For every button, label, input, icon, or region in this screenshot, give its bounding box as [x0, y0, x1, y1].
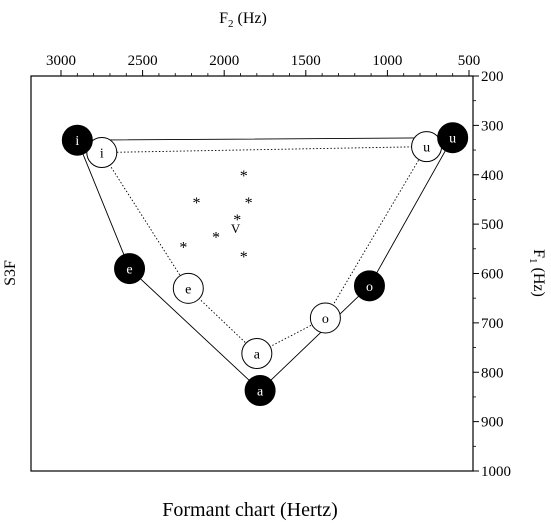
speaker-label: S3F: [2, 260, 19, 286]
open-vowel-marker: [172, 272, 204, 304]
filled-vowel-label: o: [366, 280, 373, 295]
asterisk-point: *: [245, 195, 253, 212]
x-axis-title: F2 (Hz): [219, 10, 267, 30]
x-tick-label: 3000: [46, 53, 76, 69]
filled-vowel-label: i: [75, 134, 79, 149]
filled-vowel-label: a: [257, 385, 264, 400]
plot-frame: [30, 75, 474, 472]
asterisk-point: *: [212, 229, 220, 246]
asterisk-point: *: [233, 212, 241, 229]
x-axis-ticks: 3000 2500 2000 1500 1000 500: [46, 53, 480, 76]
asterisk-point: *: [240, 249, 248, 266]
x-tick-label: 1000: [372, 53, 402, 69]
y-axis-title: F1 (Hz): [527, 249, 547, 297]
open-vowel-marker: [241, 337, 273, 369]
filled-vowel-marker: [353, 270, 385, 302]
y-tick-label: 1000: [481, 464, 511, 480]
filled-vowel-marker: [61, 124, 93, 156]
filled-vowel-marker: [244, 375, 276, 407]
x-tick-label: 2500: [128, 53, 158, 69]
open-vowel-marker: [86, 137, 118, 169]
y-tick-label: 200: [481, 69, 504, 85]
vowel-polygons: [76, 137, 454, 392]
x-tick-label: 500: [458, 53, 481, 69]
y-tick-label: 400: [481, 168, 504, 184]
asterisk-point: *: [179, 239, 187, 256]
x-tick-label: 1500: [291, 53, 321, 69]
vowel-markers: i e a o u i e a o u: [61, 122, 469, 407]
filled-vowel-label: u: [449, 132, 456, 147]
y-tick-label: 600: [481, 267, 504, 283]
open-vowel-label: a: [254, 347, 261, 362]
y-axis-ticks: 200 300 400 500 600 700 800 900 1000: [473, 69, 511, 480]
open-vowel-label: e: [185, 282, 191, 297]
asterisk-point: *: [192, 195, 200, 212]
filled-vowel-marker: [437, 122, 469, 154]
open-vowel-label: u: [423, 141, 430, 156]
x-tick-label: 2000: [209, 53, 239, 69]
filled-vowel-label: e: [126, 263, 132, 278]
chart-caption: Formant chart (Hertz): [162, 499, 337, 521]
y-tick-label: 900: [481, 415, 504, 431]
solid-vowel-polygon: [76, 137, 454, 392]
y-tick-label: 500: [481, 217, 504, 233]
asterisk-points: ** *****V: [179, 168, 252, 266]
dotted-vowel-polygon: [100, 146, 428, 355]
asterisk-annotation: V: [231, 221, 241, 236]
open-vowel-label: i: [100, 147, 104, 162]
y-tick-label: 300: [481, 118, 504, 134]
y-tick-label: 700: [481, 316, 504, 332]
y-tick-label: 800: [481, 365, 504, 381]
asterisk-point: *: [240, 168, 248, 185]
open-vowel-marker: [309, 302, 341, 334]
open-vowel-label: o: [322, 312, 329, 327]
filled-vowel-marker: [114, 253, 146, 285]
